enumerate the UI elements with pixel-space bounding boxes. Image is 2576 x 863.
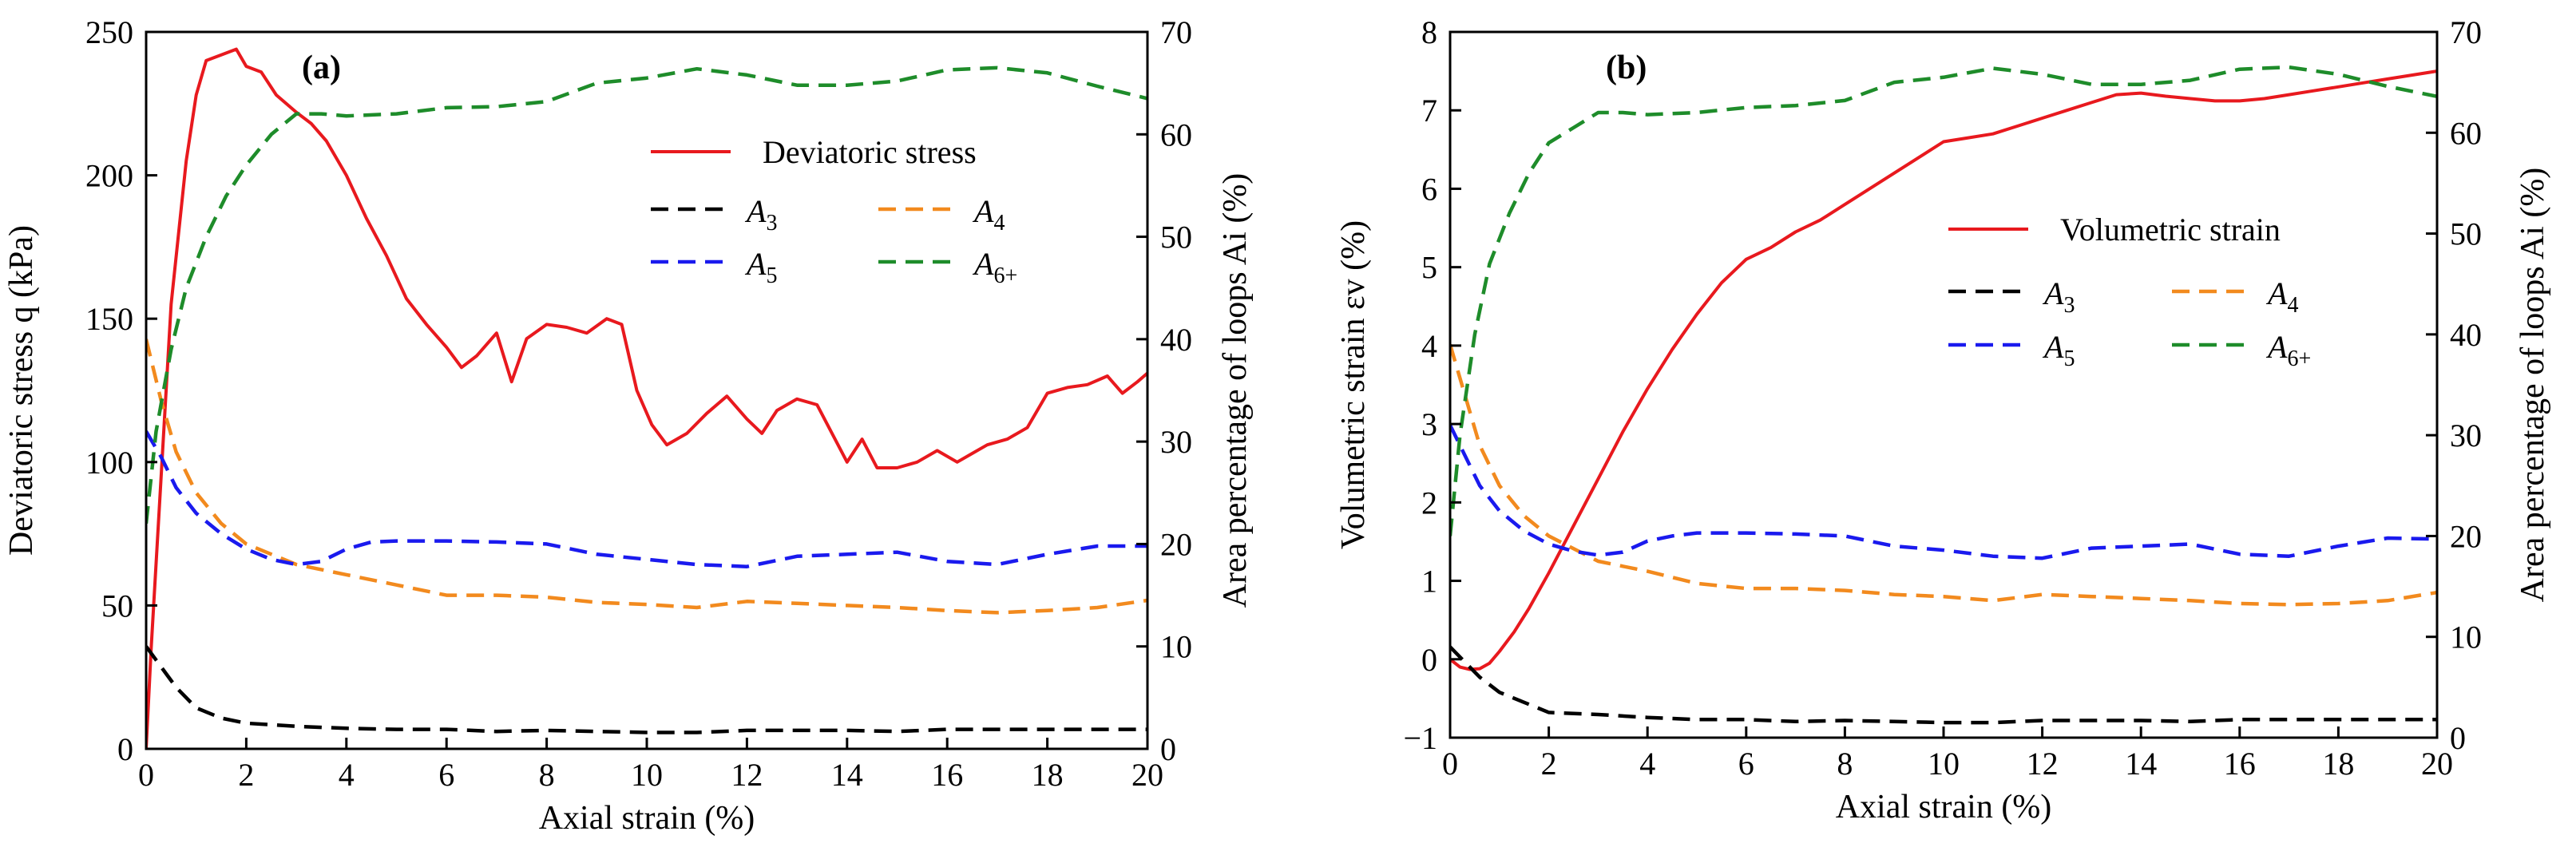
legend-label-main: Deviatoric stress [763,134,977,170]
panel-b: 0 2 4 6 8 10 12 14 16 18 20−1012345678010203040506… [1335,14,2551,825]
x-tick-label: 10 [631,757,663,793]
y-right-tick-label: 0 [1160,731,1176,767]
y-right-tick-label: 30 [1160,424,1192,460]
x-tick-label: 0 [1442,746,1458,782]
y-right-tick-label: 40 [2450,317,2482,353]
y-left-tick-label: 50 [101,588,133,623]
x-tick-label: 6 [1738,746,1754,782]
x-tick-label: 2 [1541,746,1557,782]
x-tick-label: 18 [2322,746,2354,782]
y-right-tick-label: 40 [1160,322,1192,358]
series-line-a3 [1450,645,2437,725]
y-left-tick-label: 0 [1421,642,1437,678]
panel-label: (a) [302,49,341,86]
y-right-tick-label: 30 [2450,418,2482,453]
y-right-tick-label: 50 [2450,216,2482,252]
legend-label-a3: A3 [2042,275,2075,318]
x-tick-label: 8 [1837,746,1853,782]
y-right-tick-label: 10 [2450,620,2482,655]
series-line-a4 [1450,343,2437,607]
x-tick-label: 12 [2027,746,2059,782]
y-left-tick-label: 100 [85,445,133,481]
y-left-tick-label: 2 [1421,485,1437,521]
y-left-axis-title: Deviatoric stress q (kPa) [3,225,40,556]
legend-label-a6plus: A6+ [972,246,1017,288]
x-tick-label: 8 [539,757,555,793]
panel-label: (b) [1606,49,1647,86]
y-left-tick-label: 0 [117,731,133,767]
y-right-tick-label: 20 [2450,518,2482,554]
x-tick-label: 20 [2421,746,2453,782]
y-right-tick-label: 70 [2450,14,2482,50]
legend-label-main: Volumetric strain [2060,212,2281,247]
x-axis-title: Axial strain (%) [539,800,755,837]
x-tick-label: 4 [339,757,355,793]
x-tick-label: 14 [831,757,863,793]
y-right-tick-label: 60 [1160,117,1192,152]
y-right-tick-label: 70 [1160,14,1192,50]
y-left-tick-label: 150 [85,301,133,337]
series-line-a4 [146,338,1147,615]
legend-label-a4: A4 [2265,275,2298,318]
x-axis-title: Axial strain (%) [1836,789,2052,825]
y-left-tick-label: 7 [1421,93,1437,129]
legend-label-a3: A3 [744,193,777,236]
legend-label-a5: A5 [2042,329,2075,371]
x-tick-label: 0 [138,757,154,793]
y-left-tick-label: 8 [1421,14,1437,50]
x-tick-label: 16 [2224,746,2256,782]
y-right-tick-label: 20 [1160,526,1192,562]
x-tick-label: 2 [238,757,254,793]
x-tick-label: 14 [2125,746,2157,782]
series-line-volumetric-strain [1450,69,2437,671]
y-right-axis-title: Area percentage of loops Ai (%) [1217,173,1254,608]
legend-label-a4: A4 [972,193,1005,236]
panel-a: 0 2 4 6 8 10 12 14 16 18 2005010015020025001020304… [3,14,1254,837]
series-line-a3 [146,645,1147,734]
plot-frame [1449,30,2439,739]
series-line-a6- [1450,65,2437,536]
y-right-tick-label: 0 [2450,720,2466,756]
plot-frame [145,30,1149,750]
series-line-deviatoric-stress [146,47,1147,749]
x-tick-label: 18 [1032,757,1064,793]
legend-label-a6plus: A6+ [2265,329,2311,371]
x-tick-label: 4 [1639,746,1655,782]
y-left-axis-title: Volumetric strain εv (%) [1335,220,1372,549]
y-left-tick-label: −1 [1403,720,1437,756]
y-right-axis-title: Area percentage of loops Ai (%) [2515,168,2551,603]
x-tick-label: 10 [1928,746,1960,782]
y-left-tick-label: 4 [1421,328,1437,364]
y-left-tick-label: 200 [85,158,133,194]
series-line-a5 [1450,424,2437,560]
x-tick-label: 20 [1131,757,1163,793]
series-line-a6- [146,65,1147,525]
y-left-tick-label: 5 [1421,250,1437,286]
x-tick-label: 6 [438,757,454,793]
series-line-a5 [146,430,1147,568]
x-tick-label: 12 [731,757,763,793]
y-left-tick-label: 250 [85,14,133,50]
legend-label-a5: A5 [744,246,777,288]
y-right-tick-label: 50 [1160,220,1192,255]
x-tick-label: 16 [931,757,963,793]
y-left-tick-label: 1 [1421,564,1437,600]
y-right-tick-label: 10 [1160,629,1192,665]
y-left-tick-label: 6 [1421,171,1437,207]
y-left-tick-label: 3 [1421,406,1437,442]
y-right-tick-label: 60 [2450,115,2482,151]
